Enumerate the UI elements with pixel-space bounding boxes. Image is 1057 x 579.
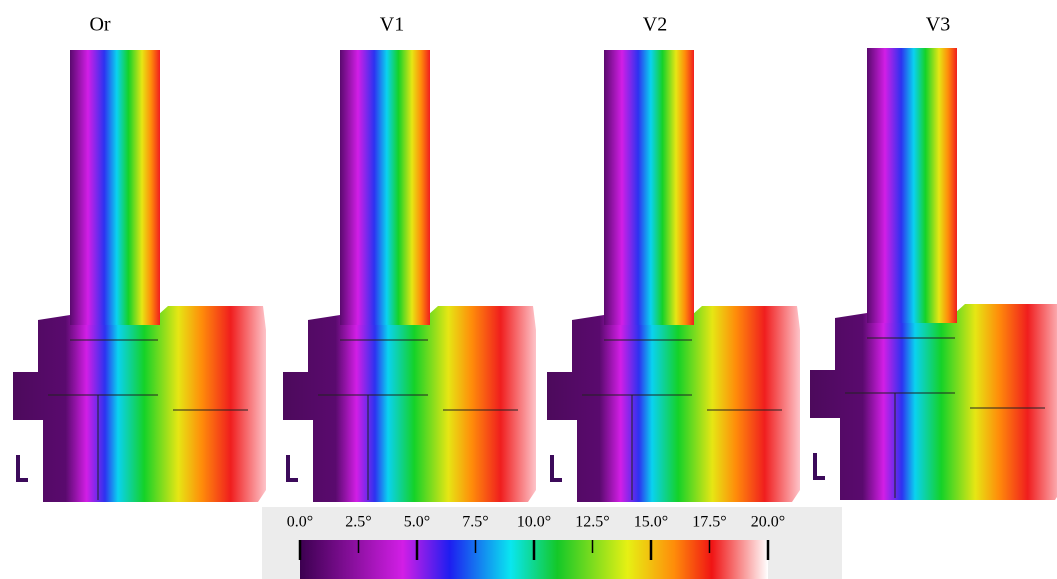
thermal-panel bbox=[13, 50, 266, 502]
colorbar-tick-label: 2.5° bbox=[345, 514, 371, 531]
thermal-panel bbox=[547, 50, 800, 502]
panel-label: Or bbox=[89, 14, 110, 36]
colorbar-tick-label: 10.0° bbox=[517, 514, 551, 531]
colorbar-tick-label: 15.0° bbox=[634, 514, 668, 531]
colorbar-tick-label: 17.5° bbox=[692, 514, 726, 531]
panel-label: V1 bbox=[380, 14, 404, 36]
colorbar: 0.0° 2.5° 5.0° 7.5° 10.0° 12.5° 15.0° 17.5° 20.0… bbox=[262, 507, 842, 579]
thermal-panel bbox=[283, 50, 536, 502]
page: {"panels": [{"label": "Or"}, {"label": "… bbox=[0, 0, 1057, 579]
colorbar-tick-label: 20.0° bbox=[751, 514, 785, 531]
thermal-panel bbox=[810, 48, 1057, 500]
colorbar-tick-label: 5.0° bbox=[404, 514, 430, 531]
panel-label: V2 bbox=[643, 14, 667, 36]
figure: Or V1 V2 V3 0.0° 2.5° 5.0° 7.5° 10.0° 12.5° 15… bbox=[0, 0, 1057, 579]
colorbar-tick-label: 12.5° bbox=[575, 514, 609, 531]
panel-label: V3 bbox=[926, 14, 950, 36]
colorbar-tick-label: 0.0° bbox=[287, 514, 313, 531]
colorbar-tick-label: 7.5° bbox=[462, 514, 488, 531]
